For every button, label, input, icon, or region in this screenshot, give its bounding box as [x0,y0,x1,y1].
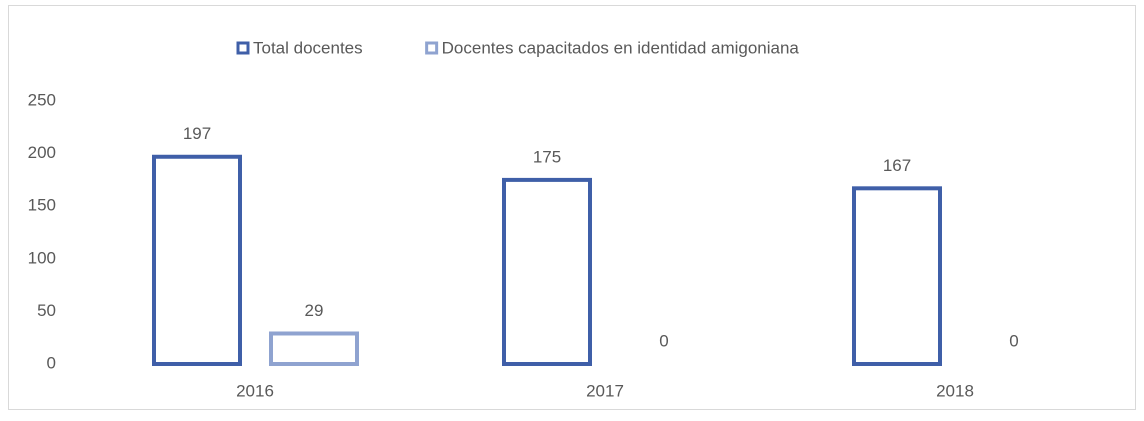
y-tick-label: 0 [47,353,56,372]
legend-marker [425,41,439,55]
legend-label: Docentes capacitados en identidad amigon… [442,38,800,57]
bar [852,186,942,366]
value-label: 0 [1009,331,1018,350]
y-tick-label: 100 [28,248,56,267]
chart-border [8,5,1136,410]
x-tick-label: 2016 [236,381,274,400]
value-label: 0 [659,331,668,350]
y-tick-label: 50 [37,301,56,320]
value-label: 197 [183,124,211,143]
bar [269,331,359,367]
y-tick-label: 250 [28,90,56,109]
legend-label: Total docentes [253,38,363,57]
value-label: 29 [305,301,324,320]
x-tick-label: 2017 [586,381,624,400]
y-tick-label: 150 [28,196,56,215]
value-label: 175 [533,147,561,166]
x-tick-label: 2018 [936,381,974,400]
bar [502,177,592,366]
y-tick-label: 200 [28,143,56,162]
bar [152,154,242,366]
legend-marker [236,41,250,55]
value-label: 167 [883,156,911,175]
